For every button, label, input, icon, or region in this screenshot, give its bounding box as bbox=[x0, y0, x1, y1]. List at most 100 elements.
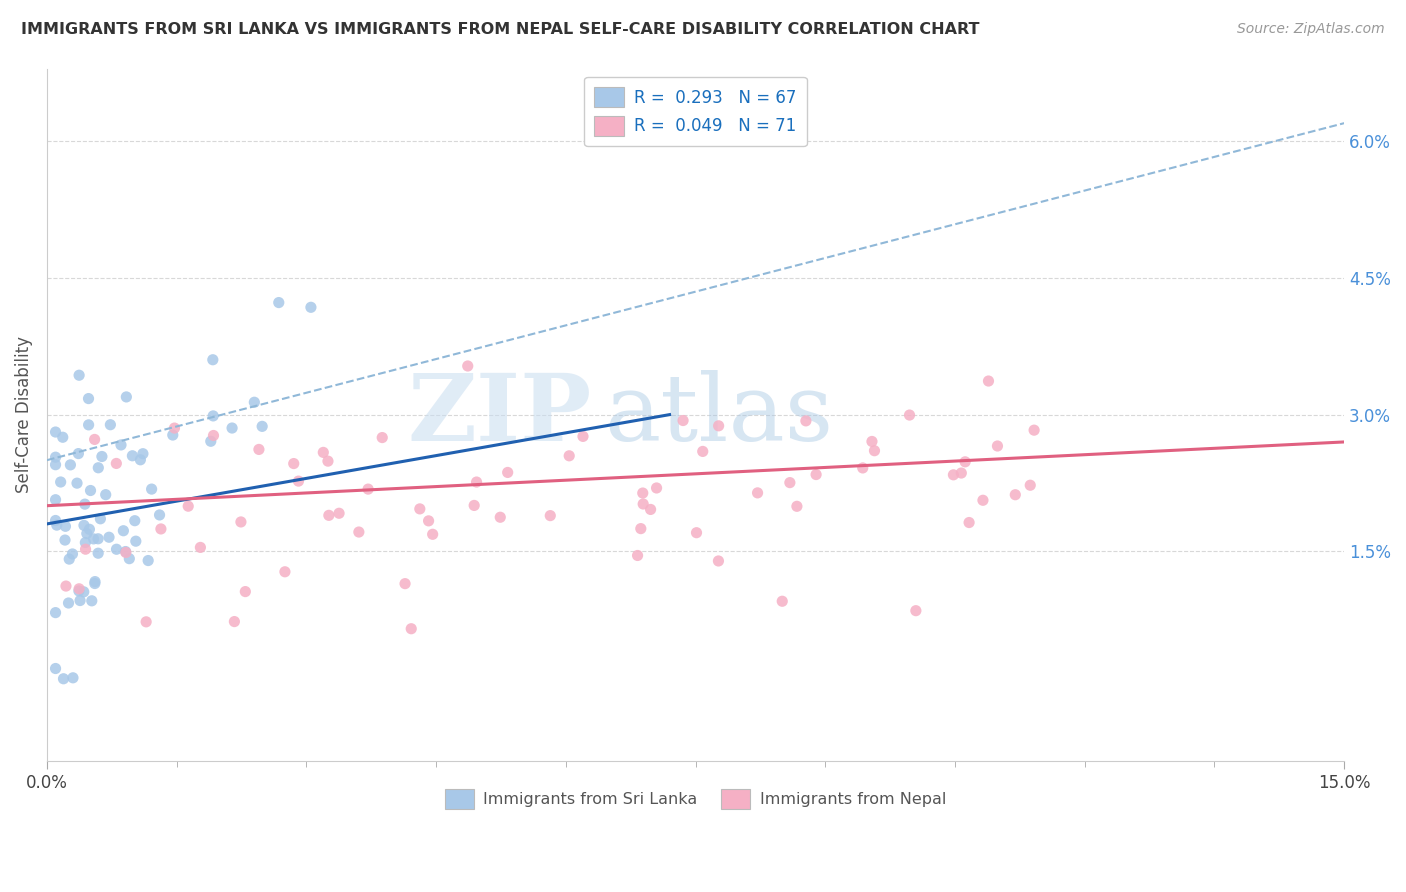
Point bbox=[45, 661, 67, 675]
Point bbox=[90, 450, 112, 464]
Point bbox=[371, 431, 394, 445]
Point bbox=[115, 545, 138, 559]
Point bbox=[977, 374, 1000, 388]
Point bbox=[121, 449, 143, 463]
Point bbox=[73, 518, 96, 533]
Point bbox=[49, 475, 72, 489]
Point bbox=[53, 533, 76, 547]
Point bbox=[45, 606, 67, 620]
Point bbox=[422, 527, 444, 541]
Point bbox=[87, 532, 110, 546]
Point bbox=[950, 466, 973, 480]
Point bbox=[779, 475, 801, 490]
Point bbox=[45, 514, 67, 528]
Y-axis label: Self-Care Disability: Self-Care Disability bbox=[15, 336, 32, 493]
Point bbox=[267, 295, 290, 310]
Point bbox=[114, 544, 136, 558]
Point bbox=[243, 395, 266, 409]
Point bbox=[328, 506, 350, 520]
Point bbox=[83, 433, 105, 447]
Point bbox=[129, 452, 152, 467]
Point bbox=[707, 554, 730, 568]
Point bbox=[177, 499, 200, 513]
Point bbox=[66, 476, 89, 491]
Point bbox=[202, 409, 225, 423]
Point bbox=[229, 515, 252, 529]
Point bbox=[200, 434, 222, 449]
Point bbox=[149, 522, 172, 536]
Point bbox=[904, 604, 927, 618]
Point bbox=[287, 474, 309, 488]
Point bbox=[58, 552, 80, 566]
Point bbox=[45, 450, 67, 465]
Point bbox=[1022, 423, 1045, 437]
Point bbox=[640, 502, 662, 516]
Point bbox=[572, 429, 595, 443]
Text: atlas: atlas bbox=[605, 369, 834, 459]
Point bbox=[418, 514, 440, 528]
Point bbox=[972, 493, 994, 508]
Legend: Immigrants from Sri Lanka, Immigrants from Nepal: Immigrants from Sri Lanka, Immigrants fr… bbox=[439, 783, 952, 815]
Point bbox=[489, 510, 512, 524]
Point bbox=[105, 542, 128, 557]
Point bbox=[79, 483, 101, 498]
Point bbox=[62, 671, 84, 685]
Point bbox=[409, 502, 432, 516]
Point bbox=[77, 417, 100, 432]
Point bbox=[84, 574, 107, 589]
Point bbox=[67, 368, 90, 383]
Point bbox=[496, 466, 519, 480]
Point bbox=[80, 594, 103, 608]
Point bbox=[83, 576, 105, 591]
Point bbox=[707, 418, 730, 433]
Point bbox=[463, 499, 485, 513]
Point bbox=[465, 475, 488, 489]
Point bbox=[202, 428, 225, 442]
Point bbox=[73, 497, 96, 511]
Point bbox=[45, 425, 67, 439]
Point bbox=[457, 359, 479, 373]
Point bbox=[79, 522, 101, 536]
Point bbox=[201, 352, 224, 367]
Point bbox=[953, 455, 976, 469]
Point bbox=[692, 444, 714, 458]
Point bbox=[247, 442, 270, 457]
Point bbox=[299, 301, 322, 315]
Point bbox=[163, 421, 186, 435]
Point bbox=[631, 497, 654, 511]
Point bbox=[110, 438, 132, 452]
Point bbox=[672, 413, 695, 427]
Point bbox=[804, 467, 827, 482]
Point bbox=[75, 542, 97, 557]
Point bbox=[558, 449, 581, 463]
Text: Source: ZipAtlas.com: Source: ZipAtlas.com bbox=[1237, 22, 1385, 37]
Point bbox=[52, 672, 75, 686]
Point bbox=[55, 579, 77, 593]
Point bbox=[77, 392, 100, 406]
Point bbox=[770, 594, 793, 608]
Point bbox=[1004, 488, 1026, 502]
Point bbox=[316, 454, 339, 468]
Point bbox=[538, 508, 561, 523]
Point bbox=[399, 622, 422, 636]
Point bbox=[224, 615, 246, 629]
Point bbox=[318, 508, 340, 523]
Point bbox=[357, 482, 380, 496]
Point bbox=[118, 551, 141, 566]
Point bbox=[645, 481, 668, 495]
Point bbox=[863, 443, 886, 458]
Point bbox=[685, 525, 707, 540]
Point bbox=[898, 408, 921, 422]
Point bbox=[67, 582, 90, 596]
Point bbox=[1019, 478, 1042, 492]
Point bbox=[942, 467, 965, 482]
Point bbox=[860, 434, 883, 449]
Point bbox=[98, 530, 121, 544]
Point bbox=[626, 549, 648, 563]
Point bbox=[52, 430, 75, 444]
Point bbox=[347, 524, 370, 539]
Point bbox=[58, 596, 80, 610]
Point bbox=[312, 445, 335, 459]
Point bbox=[125, 534, 148, 549]
Point bbox=[100, 417, 122, 432]
